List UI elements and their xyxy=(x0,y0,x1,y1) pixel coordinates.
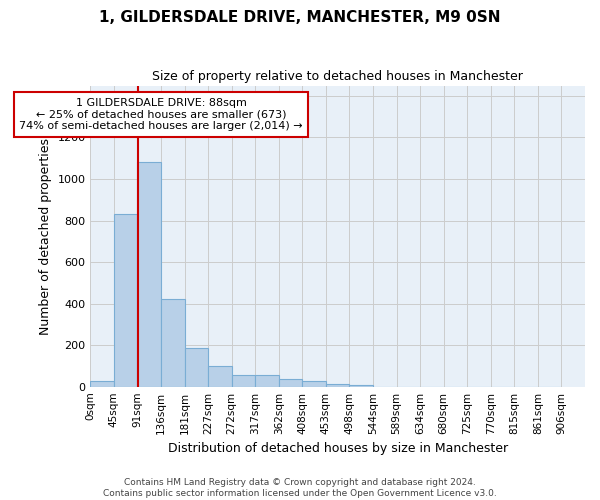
Bar xyxy=(326,384,349,386)
Text: 1 GILDERSDALE DRIVE: 88sqm
← 25% of detached houses are smaller (673)
74% of sem: 1 GILDERSDALE DRIVE: 88sqm ← 25% of deta… xyxy=(19,98,303,131)
Bar xyxy=(302,382,326,386)
Bar xyxy=(137,162,161,386)
Title: Size of property relative to detached houses in Manchester: Size of property relative to detached ho… xyxy=(152,70,523,83)
Text: 1, GILDERSDALE DRIVE, MANCHESTER, M9 0SN: 1, GILDERSDALE DRIVE, MANCHESTER, M9 0SN xyxy=(99,10,501,25)
Text: Contains HM Land Registry data © Crown copyright and database right 2024.
Contai: Contains HM Land Registry data © Crown c… xyxy=(103,478,497,498)
Bar xyxy=(279,380,302,386)
Bar xyxy=(232,374,255,386)
Bar xyxy=(255,374,279,386)
Bar xyxy=(349,384,373,386)
Bar xyxy=(161,300,185,386)
Bar xyxy=(208,366,232,386)
Y-axis label: Number of detached properties: Number of detached properties xyxy=(39,138,52,334)
X-axis label: Distribution of detached houses by size in Manchester: Distribution of detached houses by size … xyxy=(167,442,508,455)
Bar xyxy=(185,348,208,387)
Bar xyxy=(91,382,114,386)
Bar xyxy=(114,214,137,386)
